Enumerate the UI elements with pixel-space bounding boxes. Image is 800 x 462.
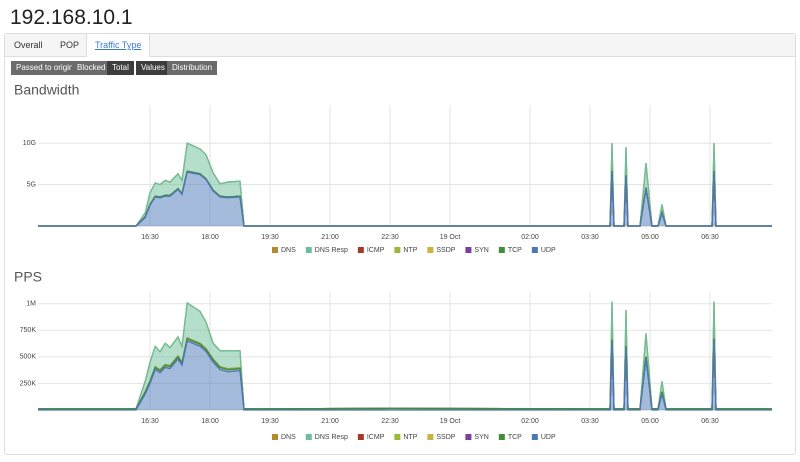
legend-label: UDP — [541, 247, 556, 254]
legend-swatch — [498, 247, 505, 253]
chart-title: Bandwidth — [14, 82, 79, 98]
x-tick-label: 03:30 — [581, 418, 599, 425]
x-tick-label: 06:30 — [701, 418, 719, 425]
view-button-active[interactable]: Values — [136, 61, 170, 75]
x-tick-label: 19:30 — [261, 234, 279, 241]
legend-swatch — [305, 247, 312, 253]
filter-button[interactable]: Blocked — [72, 61, 111, 75]
legend-swatch — [272, 247, 278, 253]
y-tick-label: 750K — [20, 327, 37, 334]
x-tick-label: 16:30 — [141, 234, 159, 241]
x-tick-label: 19:30 — [261, 418, 279, 425]
x-tick-label: 05:00 — [641, 418, 659, 425]
legend-label: TCP — [508, 434, 522, 441]
legend-swatch — [305, 434, 312, 440]
x-tick-label: 21:00 — [321, 234, 339, 241]
legend-label: SSDP — [436, 434, 455, 441]
filter-button[interactable]: Passed to origin — [11, 61, 79, 75]
legend-swatch — [498, 434, 505, 440]
y-tick-label: 500K — [20, 354, 37, 361]
y-tick-label: 250K — [20, 380, 37, 387]
page-title: 192.168.10.1 — [10, 6, 133, 29]
filter-button-active[interactable]: Total — [107, 61, 134, 75]
view-button[interactable]: Distribution — [167, 61, 218, 75]
x-tick-label: 06:30 — [701, 234, 719, 241]
legend-swatch — [394, 247, 401, 253]
x-tick-label: 16:30 — [141, 418, 159, 425]
tab[interactable]: Overall — [14, 40, 43, 50]
legend-label: SYN — [474, 247, 488, 254]
tab-bar — [5, 34, 795, 57]
x-tick-label: 18:00 — [201, 234, 219, 241]
x-tick-label: 21:00 — [321, 418, 339, 425]
legend-label: SSDP — [436, 247, 455, 254]
legend-swatch — [465, 434, 472, 440]
legend-label: NTP — [403, 434, 417, 441]
legend-swatch — [272, 434, 278, 440]
y-tick-label: 5G — [27, 181, 36, 188]
x-tick-label: 05:00 — [641, 234, 659, 241]
tab[interactable]: POP — [60, 40, 80, 50]
legend-swatch — [394, 434, 401, 440]
y-tick-label: 10G — [23, 140, 36, 147]
area-fill — [38, 172, 772, 226]
legend-swatch — [531, 434, 538, 440]
legend-label: TCP — [508, 247, 522, 254]
legend-label: DNS Resp — [315, 434, 348, 441]
x-tick-label: 02:00 — [521, 234, 539, 241]
legend-label: ICMP — [367, 247, 385, 254]
tab-active[interactable]: Traffic Type — [86, 34, 151, 57]
area-line — [38, 171, 772, 227]
x-tick-label: 22:30 — [381, 234, 399, 241]
x-tick-label: 02:00 — [521, 418, 539, 425]
legend-label: SYN — [474, 434, 488, 441]
legend-swatch — [357, 434, 364, 440]
x-tick-label: 22:30 — [381, 418, 399, 425]
x-tick-label: 19 Oct — [440, 418, 461, 425]
area-line — [38, 340, 772, 411]
legend-label: UDP — [541, 434, 556, 441]
legend-label: DNS — [281, 434, 296, 441]
legend-swatch — [465, 247, 472, 253]
chart-title: PPS — [14, 269, 42, 285]
legend-label: ICMP — [367, 434, 385, 441]
panel — [4, 33, 796, 455]
legend-label: NTP — [403, 247, 417, 254]
x-tick-label: 18:00 — [201, 418, 219, 425]
legend-swatch — [357, 247, 364, 253]
area-fill — [38, 340, 772, 410]
legend-label: DNS Resp — [315, 247, 348, 254]
legend-swatch — [427, 247, 434, 253]
x-tick-label: 03:30 — [581, 234, 599, 241]
y-tick-label: 1M — [26, 301, 36, 308]
legend-swatch — [531, 247, 538, 253]
legend-swatch — [427, 434, 434, 440]
x-tick-label: 19 Oct — [440, 234, 461, 241]
legend-label: DNS — [281, 247, 296, 254]
